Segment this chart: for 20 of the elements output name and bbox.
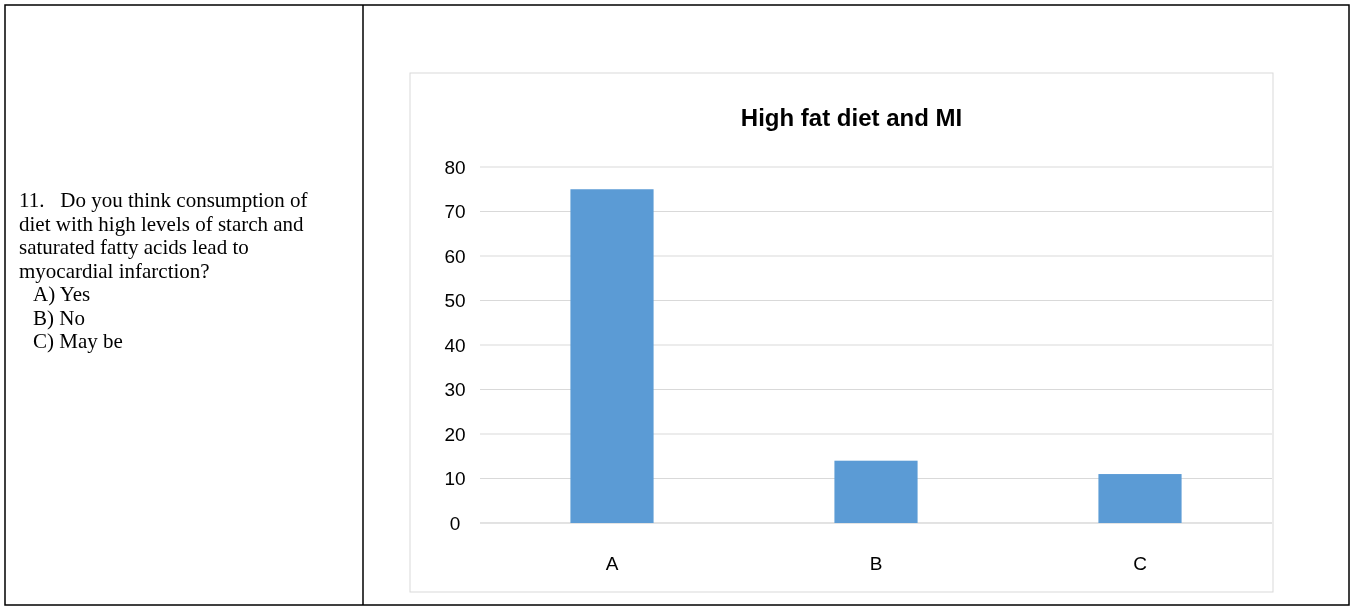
x-tick-label: C xyxy=(1133,552,1147,574)
y-tick-label: 70 xyxy=(444,201,466,223)
chart-title: High fat diet and MI xyxy=(740,104,963,131)
y-tick-label: 10 xyxy=(444,468,466,490)
y-tick-label: 0 xyxy=(449,512,461,534)
text: C) May be xyxy=(33,329,123,353)
y-tick-label: 50 xyxy=(444,290,466,312)
text: B) No xyxy=(33,305,85,330)
y-tick-label: 30 xyxy=(444,379,466,401)
text: 11. Do you think consumption of diet with high levels of starch and saturated fatty acids lead to myocardial infarction? xyxy=(19,188,308,283)
bar xyxy=(570,189,654,523)
bar xyxy=(1098,474,1182,523)
bar xyxy=(834,460,918,523)
text: A) Yes xyxy=(33,282,91,306)
x-tick-label: B xyxy=(869,552,883,574)
x-tick-label: A xyxy=(605,552,619,574)
y-tick-label: 40 xyxy=(444,334,466,356)
y-tick-label: 80 xyxy=(444,156,466,178)
y-tick-label: 60 xyxy=(444,245,466,267)
y-tick-label: 20 xyxy=(444,423,466,445)
